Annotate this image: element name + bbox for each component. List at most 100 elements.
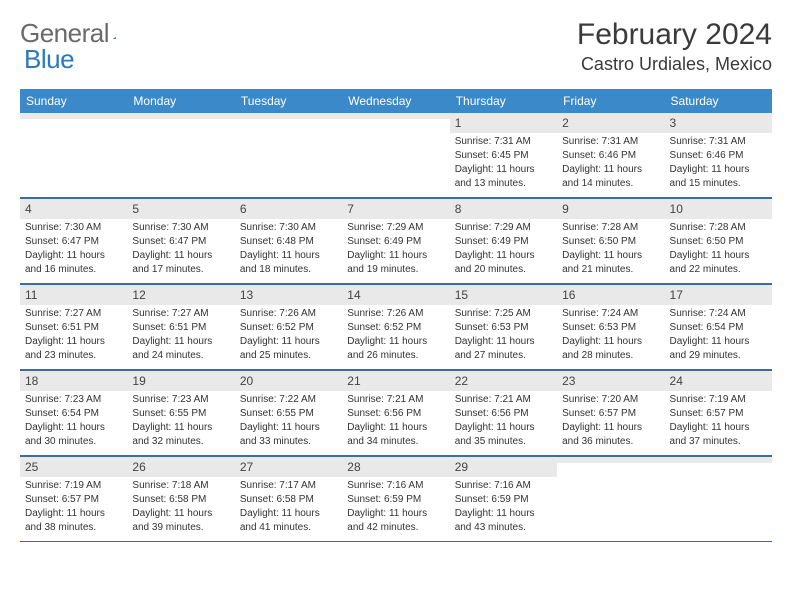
sunset-text: Sunset: 6:57 PM	[25, 493, 122, 507]
sunrise-text: Sunrise: 7:24 AM	[670, 307, 767, 321]
sun-info: Sunrise: 7:26 AMSunset: 6:52 PMDaylight:…	[240, 307, 337, 363]
sun-info: Sunrise: 7:28 AMSunset: 6:50 PMDaylight:…	[562, 221, 659, 277]
calendar-cell	[665, 457, 772, 541]
title-block: February 2024 Castro Urdiales, Mexico	[577, 18, 772, 75]
logo-triangle-icon	[113, 27, 116, 41]
sun-info: Sunrise: 7:23 AMSunset: 6:54 PMDaylight:…	[25, 393, 122, 449]
sunset-text: Sunset: 6:57 PM	[562, 407, 659, 421]
calendar-cell: 24Sunrise: 7:19 AMSunset: 6:57 PMDayligh…	[665, 371, 772, 455]
daylight-text: Daylight: 11 hours and 32 minutes.	[132, 421, 229, 449]
sun-info: Sunrise: 7:18 AMSunset: 6:58 PMDaylight:…	[132, 479, 229, 535]
sun-info: Sunrise: 7:24 AMSunset: 6:53 PMDaylight:…	[562, 307, 659, 363]
day-header: Sunday	[20, 89, 127, 113]
logo-word2: Blue	[24, 44, 74, 74]
calendar: Sunday Monday Tuesday Wednesday Thursday…	[20, 89, 772, 542]
sunset-text: Sunset: 6:56 PM	[455, 407, 552, 421]
calendar-cell: 4Sunrise: 7:30 AMSunset: 6:47 PMDaylight…	[20, 199, 127, 283]
daylight-text: Daylight: 11 hours and 25 minutes.	[240, 335, 337, 363]
sunrise-text: Sunrise: 7:19 AM	[25, 479, 122, 493]
daylight-text: Daylight: 11 hours and 17 minutes.	[132, 249, 229, 277]
sunset-text: Sunset: 6:47 PM	[25, 235, 122, 249]
day-header-row: Sunday Monday Tuesday Wednesday Thursday…	[20, 89, 772, 113]
date-number: 26	[127, 457, 234, 477]
daylight-text: Daylight: 11 hours and 39 minutes.	[132, 507, 229, 535]
calendar-cell: 22Sunrise: 7:21 AMSunset: 6:56 PMDayligh…	[450, 371, 557, 455]
daylight-text: Daylight: 11 hours and 36 minutes.	[562, 421, 659, 449]
sunset-text: Sunset: 6:50 PM	[670, 235, 767, 249]
calendar-cell: 25 Sunrise: 7:19 AMSunset: 6:57 PMDayligh…	[20, 457, 127, 541]
month-title: February 2024	[577, 18, 772, 52]
sun-info: Sunrise: 7:30 AMSunset: 6:48 PMDaylight:…	[240, 221, 337, 277]
sunrise-text: Sunrise: 7:23 AM	[132, 393, 229, 407]
calendar-cell: 1Sunrise: 7:31 AMSunset: 6:45 PMDaylight…	[450, 113, 557, 197]
sunrise-text: Sunrise: 7:23 AM	[25, 393, 122, 407]
date-number: 3	[665, 113, 772, 133]
date-number: 25	[20, 457, 127, 477]
sunrise-text: Sunrise: 7:31 AM	[670, 135, 767, 149]
daylight-text: Daylight: 11 hours and 20 minutes.	[455, 249, 552, 277]
sunrise-text: Sunrise: 7:19 AM	[670, 393, 767, 407]
date-number: 1	[450, 113, 557, 133]
daylight-text: Daylight: 11 hours and 26 minutes.	[347, 335, 444, 363]
sunset-text: Sunset: 6:46 PM	[670, 149, 767, 163]
daylight-text: Daylight: 11 hours and 18 minutes.	[240, 249, 337, 277]
sun-info: Sunrise: 7:26 AMSunset: 6:52 PMDaylight:…	[347, 307, 444, 363]
date-number: 9	[557, 199, 664, 219]
daylight-text: Daylight: 11 hours and 37 minutes.	[670, 421, 767, 449]
date-number: 27	[235, 457, 342, 477]
daylight-text: Daylight: 11 hours and 22 minutes.	[670, 249, 767, 277]
calendar-cell: 9Sunrise: 7:28 AMSunset: 6:50 PMDaylight…	[557, 199, 664, 283]
calendar-cell: 5Sunrise: 7:30 AMSunset: 6:47 PMDaylight…	[127, 199, 234, 283]
date-number: 20	[235, 371, 342, 391]
sun-info: Sunrise: 7:25 AMSunset: 6:53 PMDaylight:…	[455, 307, 552, 363]
sun-info: Sunrise: 7:31 AMSunset: 6:46 PMDaylight:…	[562, 135, 659, 191]
calendar-cell: 12Sunrise: 7:27 AMSunset: 6:51 PMDayligh…	[127, 285, 234, 369]
sun-info: Sunrise: 7:28 AMSunset: 6:50 PMDaylight:…	[670, 221, 767, 277]
calendar-cell: 23Sunrise: 7:20 AMSunset: 6:57 PMDayligh…	[557, 371, 664, 455]
calendar-cell: 29Sunrise: 7:16 AMSunset: 6:59 PMDayligh…	[450, 457, 557, 541]
sun-info: Sunrise: 7:23 AMSunset: 6:55 PMDaylight:…	[132, 393, 229, 449]
sun-info: Sunrise: 7:29 AMSunset: 6:49 PMDaylight:…	[455, 221, 552, 277]
sunrise-text: Sunrise: 7:24 AM	[562, 307, 659, 321]
calendar-cell	[557, 457, 664, 541]
date-number: 7	[342, 199, 449, 219]
sunset-text: Sunset: 6:51 PM	[132, 321, 229, 335]
day-header: Monday	[127, 89, 234, 113]
day-header: Friday	[557, 89, 664, 113]
calendar-cell: 3Sunrise: 7:31 AMSunset: 6:46 PMDaylight…	[665, 113, 772, 197]
sunrise-text: Sunrise: 7:25 AM	[455, 307, 552, 321]
sunrise-text: Sunrise: 7:26 AM	[240, 307, 337, 321]
location: Castro Urdiales, Mexico	[577, 54, 772, 75]
daylight-text: Daylight: 11 hours and 29 minutes.	[670, 335, 767, 363]
date-number: 8	[450, 199, 557, 219]
sunset-text: Sunset: 6:53 PM	[455, 321, 552, 335]
sunrise-text: Sunrise: 7:29 AM	[347, 221, 444, 235]
daylight-text: Daylight: 11 hours and 38 minutes.	[25, 507, 122, 535]
sunrise-text: Sunrise: 7:27 AM	[132, 307, 229, 321]
sunrise-text: Sunrise: 7:30 AM	[240, 221, 337, 235]
logo-line2: Blue	[24, 44, 74, 75]
date-number: 18	[20, 371, 127, 391]
date-number	[342, 113, 449, 119]
sun-info: Sunrise: 7:31 AMSunset: 6:45 PMDaylight:…	[455, 135, 552, 191]
calendar-week: 1Sunrise: 7:31 AMSunset: 6:45 PMDaylight…	[20, 113, 772, 199]
sun-info: Sunrise: 7:21 AMSunset: 6:56 PMDaylight:…	[455, 393, 552, 449]
calendar-cell: 11Sunrise: 7:27 AMSunset: 6:51 PMDayligh…	[20, 285, 127, 369]
calendar-cell: 20Sunrise: 7:22 AMSunset: 6:55 PMDayligh…	[235, 371, 342, 455]
sunset-text: Sunset: 6:49 PM	[455, 235, 552, 249]
sunset-text: Sunset: 6:45 PM	[455, 149, 552, 163]
date-number: 21	[342, 371, 449, 391]
sunrise-text: Sunrise: 7:31 AM	[562, 135, 659, 149]
date-number: 22	[450, 371, 557, 391]
sun-info: Sunrise: 7:16 AMSunset: 6:59 PMDaylight:…	[455, 479, 552, 535]
calendar-week: 4Sunrise: 7:30 AMSunset: 6:47 PMDaylight…	[20, 199, 772, 285]
sunset-text: Sunset: 6:57 PM	[670, 407, 767, 421]
sunrise-text: Sunrise: 7:28 AM	[670, 221, 767, 235]
sunrise-text: Sunrise: 7:30 AM	[25, 221, 122, 235]
calendar-cell: 13Sunrise: 7:26 AMSunset: 6:52 PMDayligh…	[235, 285, 342, 369]
daylight-text: Daylight: 11 hours and 28 minutes.	[562, 335, 659, 363]
daylight-text: Daylight: 11 hours and 33 minutes.	[240, 421, 337, 449]
daylight-text: Daylight: 11 hours and 43 minutes.	[455, 507, 552, 535]
daylight-text: Daylight: 11 hours and 30 minutes.	[25, 421, 122, 449]
daylight-text: Daylight: 11 hours and 34 minutes.	[347, 421, 444, 449]
